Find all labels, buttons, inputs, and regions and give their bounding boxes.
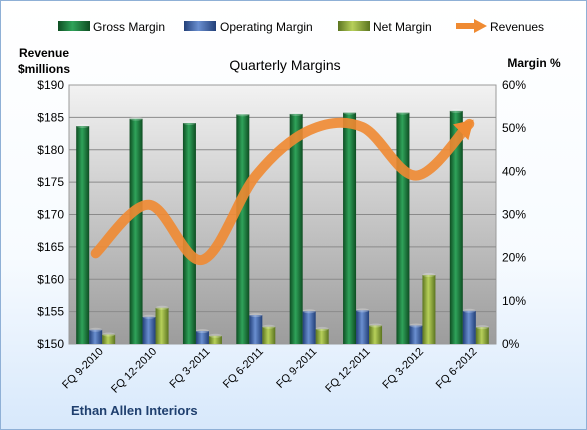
- right-axis-title: Margin %: [507, 56, 561, 70]
- bar-gross-margin-cap: [76, 124, 90, 129]
- revenue-line-path: [90, 117, 475, 265]
- legend-label-operating-margin: Operating Margin: [220, 20, 313, 34]
- bar-gross-margin-cap: [449, 108, 463, 113]
- right-tick-label: 30%: [502, 208, 526, 222]
- legend-label-net-margin: Net Margin: [373, 20, 432, 34]
- left-tick-label: $170: [37, 208, 64, 222]
- bar-gross-margin-cap: [236, 112, 250, 117]
- legend: Gross Margin Operating Margin Net Margin…: [58, 19, 544, 34]
- left-tick-label: $190: [37, 78, 64, 92]
- legend-item-net-margin: Net Margin: [338, 20, 432, 34]
- revenue-line: [90, 117, 475, 265]
- bar-operating-margin: [356, 310, 370, 344]
- legend-item-gross-margin: Gross Margin: [58, 20, 165, 34]
- bar-operating-margin-cap: [89, 327, 103, 332]
- bar-operating-margin-cap: [356, 308, 370, 313]
- category-label: FQ 3-2012: [380, 346, 426, 392]
- bar-operating-margin: [142, 316, 156, 344]
- category-axis-labels: FQ 9-2010 FQ 12-2010 FQ 3-2011 FQ 6-2011 FQ …: [60, 346, 479, 396]
- right-tick-label: 0%: [502, 337, 520, 351]
- bar-operating-margin-cap: [249, 313, 263, 318]
- bar-net-margin-cap: [208, 333, 222, 338]
- bar-operating-margin-cap: [195, 329, 209, 334]
- right-tick-label: 40%: [502, 164, 526, 178]
- bar-gross-margin-cap: [289, 111, 303, 116]
- chart-title: Quarterly Margins: [229, 57, 340, 73]
- left-tick-label: $165: [37, 240, 64, 254]
- bar-net-margin-cap: [155, 305, 169, 310]
- legend-item-operating-margin: Operating Margin: [184, 20, 313, 34]
- bar-operating-margin-cap: [302, 309, 316, 314]
- legend-label-gross-margin: Gross Margin: [93, 20, 165, 34]
- category-label: FQ 9-2010: [60, 346, 106, 392]
- bar-net-margin: [208, 335, 222, 344]
- left-axis-ticks: $150 $155 $160 $165 $170 $175 $180 $185 $190: [37, 78, 64, 351]
- bar-gross-margin-cap: [343, 110, 357, 115]
- bar-net-margin-cap: [475, 325, 489, 330]
- bar-operating-margin: [249, 315, 263, 344]
- left-tick-label: $185: [37, 110, 64, 124]
- bar-operating-margin: [195, 331, 209, 344]
- bar-net-margin: [369, 325, 383, 344]
- bar-net-margin: [315, 328, 329, 344]
- right-axis-ticks: 0% 10% 20% 30% 40% 50% 60%: [502, 78, 526, 351]
- legend-label-revenues: Revenues: [490, 20, 544, 34]
- left-tick-label: $155: [37, 305, 64, 319]
- left-axis-title-line1: Revenue: [19, 46, 69, 60]
- legend-swatch-net-margin: [338, 21, 370, 31]
- bar-net-margin: [422, 274, 436, 344]
- legend-arrow-revenues: [474, 19, 487, 33]
- category-label: FQ 6-2012: [434, 346, 480, 392]
- bar-net-margin-cap: [315, 326, 329, 331]
- left-tick-label: $180: [37, 143, 64, 157]
- category-label: FQ 12-2011: [323, 346, 372, 395]
- bar-gross-margin: [343, 112, 357, 344]
- left-tick-label: $175: [37, 175, 64, 189]
- bar-gross-margin: [129, 118, 143, 344]
- company-name: Ethan Allen Interiors: [71, 403, 198, 418]
- left-tick-label: $160: [37, 272, 64, 286]
- bar-net-margin: [262, 326, 276, 344]
- bar-net-margin-cap: [369, 323, 383, 328]
- right-tick-label: 10%: [502, 294, 526, 308]
- legend-swatch-operating-margin: [184, 21, 216, 31]
- bar-operating-margin: [89, 329, 103, 344]
- category-label: FQ 9-2011: [274, 346, 319, 391]
- bar-net-margin: [475, 327, 489, 344]
- category-label: FQ 3-2011: [167, 346, 212, 391]
- bar-gross-margin: [449, 110, 463, 345]
- bar-gross-margin-cap: [129, 116, 143, 121]
- bar-operating-margin: [462, 310, 476, 344]
- bar-net-margin: [102, 334, 116, 344]
- category-label: FQ 6-2011: [221, 346, 266, 391]
- bar-net-margin: [155, 307, 169, 344]
- bar-gross-margin: [289, 113, 303, 345]
- right-tick-label: 20%: [502, 251, 526, 265]
- bar-gross-margin: [236, 114, 250, 344]
- left-tick-label: $150: [37, 337, 64, 351]
- bar-gross-margin-cap: [396, 110, 410, 115]
- bar-operating-margin: [302, 311, 316, 344]
- legend-swatch-gross-margin: [58, 21, 90, 31]
- bar-operating-margin-cap: [462, 308, 476, 313]
- bar-operating-margin-cap: [142, 314, 156, 319]
- bar-gross-margin: [76, 126, 90, 344]
- bar-gross-margin-cap: [182, 120, 196, 125]
- category-label: FQ 12-2010: [109, 346, 159, 396]
- bar-operating-margin-cap: [409, 323, 423, 328]
- right-tick-label: 50%: [502, 121, 526, 135]
- bar-operating-margin: [409, 325, 423, 344]
- legend-item-revenues: Revenues: [456, 19, 544, 34]
- bar-net-margin-cap: [422, 272, 436, 277]
- revenue-line-arrowhead: [453, 119, 474, 141]
- right-tick-label: 60%: [502, 78, 526, 92]
- bar-gross-margin: [396, 112, 410, 344]
- bar-net-margin-cap: [102, 332, 116, 337]
- bar-net-margin-cap: [262, 324, 276, 329]
- bar-gross-margin: [182, 122, 196, 344]
- left-axis-title-line2: $millions: [18, 62, 70, 76]
